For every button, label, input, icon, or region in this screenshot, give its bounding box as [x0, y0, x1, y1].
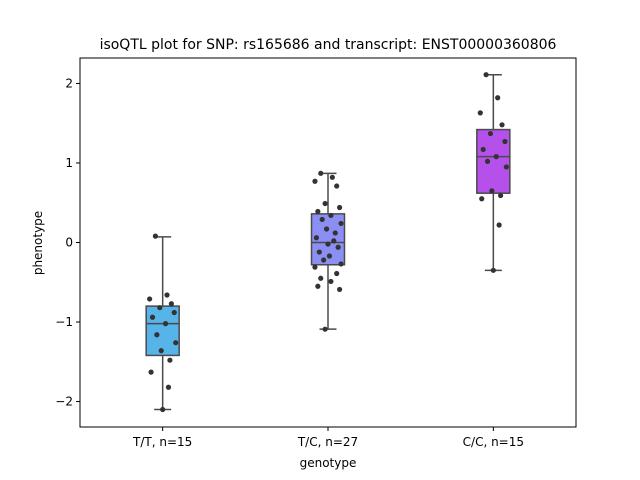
data-point — [167, 357, 173, 363]
data-point — [335, 244, 341, 250]
data-point — [328, 278, 334, 285]
data-point — [148, 369, 154, 375]
data-point — [499, 122, 505, 128]
y-tick-label: −2 — [55, 395, 73, 409]
data-point — [493, 154, 499, 160]
x-tick-label: T/C, n=27 — [297, 435, 358, 449]
data-point — [337, 204, 343, 211]
data-point — [323, 226, 330, 232]
data-point — [487, 130, 494, 137]
data-point — [319, 216, 325, 223]
plot-area — [145, 72, 511, 413]
data-point — [316, 249, 322, 255]
data-point — [318, 170, 324, 176]
box-group-2 — [310, 172, 346, 330]
y-tick-label: −1 — [55, 315, 73, 329]
data-point — [479, 196, 485, 202]
x-tick-label: T/T, n=15 — [132, 435, 192, 449]
data-point — [168, 301, 174, 307]
data-point — [162, 321, 169, 327]
data-point — [315, 208, 321, 215]
data-point — [315, 283, 321, 289]
y-tick-label: 1 — [65, 156, 73, 170]
y-tick-label: 2 — [65, 76, 73, 90]
data-point — [489, 188, 495, 194]
y-axis-label: phenotype — [31, 211, 45, 275]
data-point — [332, 230, 338, 236]
data-point — [496, 222, 502, 228]
data-point — [334, 270, 340, 277]
x-axis-label: genotype — [300, 456, 357, 470]
data-point — [173, 340, 179, 346]
box-group-1 — [145, 236, 180, 411]
data-point — [165, 384, 172, 390]
data-point — [338, 261, 344, 267]
data-point — [329, 174, 335, 180]
data-point — [164, 292, 170, 298]
data-point — [328, 212, 334, 219]
axes: −2 −1 0 1 2 T/T, n=15 T/C, n=27 C/C, n=15 — [55, 76, 524, 449]
x-tick-label: C/C, n=15 — [463, 435, 524, 449]
data-point — [484, 158, 491, 164]
points-group-1 — [147, 233, 179, 413]
data-point — [322, 326, 328, 332]
data-point — [503, 164, 509, 170]
data-point — [495, 95, 501, 101]
data-point — [313, 235, 319, 241]
data-point — [322, 200, 328, 207]
points-group-2 — [312, 170, 344, 332]
data-point — [312, 178, 318, 184]
data-point — [157, 305, 163, 311]
data-point — [312, 264, 318, 270]
chart-title: isoQTL plot for SNP: rs165686 and transc… — [100, 37, 557, 53]
data-point — [326, 253, 333, 259]
data-point — [337, 286, 343, 293]
data-point — [160, 406, 166, 413]
y-tick-label: 0 — [65, 236, 73, 250]
data-point — [331, 238, 337, 244]
data-point — [483, 72, 489, 78]
data-point — [490, 267, 496, 273]
data-point — [477, 110, 483, 116]
data-point — [321, 257, 327, 263]
data-point — [152, 233, 159, 239]
data-point — [480, 146, 486, 153]
data-point — [158, 348, 164, 354]
data-point — [147, 296, 153, 302]
data-point — [334, 183, 340, 189]
box-group-3 — [476, 73, 511, 272]
data-point — [497, 192, 504, 199]
data-point — [171, 309, 177, 316]
data-point — [502, 138, 508, 145]
data-point — [325, 241, 331, 247]
data-point — [149, 314, 156, 320]
points-group-3 — [477, 72, 509, 273]
data-point — [154, 332, 160, 338]
data-point — [318, 275, 324, 281]
data-point — [338, 220, 344, 227]
